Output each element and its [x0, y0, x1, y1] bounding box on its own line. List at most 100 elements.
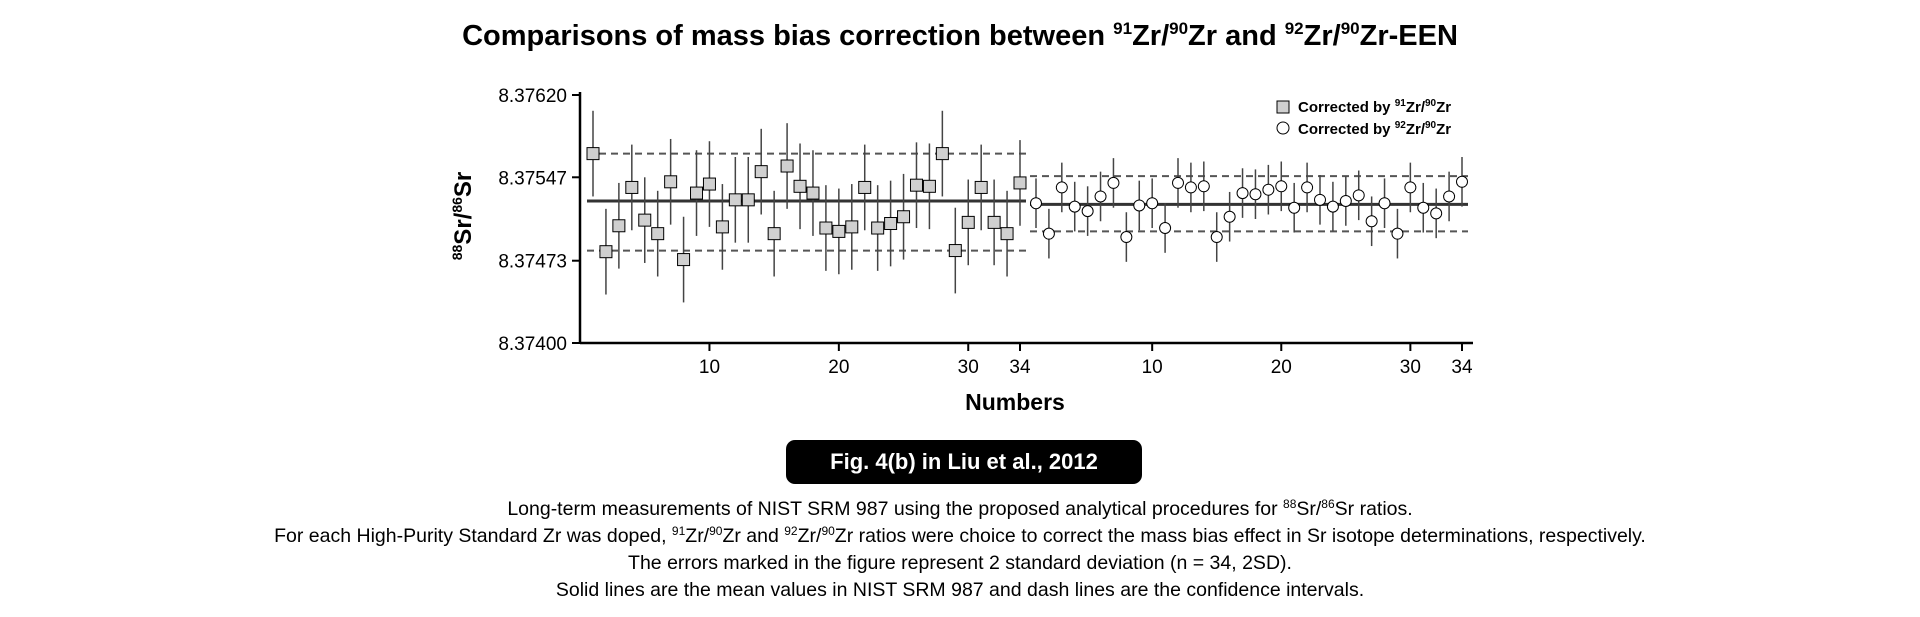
y-tick-label: 8.37400: [498, 334, 567, 355]
chart-canvas: 8.37620 8.37547 8.37473 8.37400 10 20 30 34 10 20…: [449, 86, 1473, 415]
y-tick-label: 8.37620: [498, 86, 567, 107]
data-point-square: [961, 215, 975, 229]
data-point-circle: [1146, 197, 1159, 210]
data-point-circle: [1249, 188, 1262, 201]
data-point-circle: [1172, 176, 1184, 189]
data-point-circle: [1275, 180, 1288, 193]
data-point-square: [948, 244, 962, 258]
data-point-circle: [1107, 176, 1120, 189]
data-point-circle: [1352, 189, 1365, 202]
y-label-part-a: Sr/: [450, 212, 477, 244]
legend-entry-2-sup1: 92: [1395, 120, 1407, 131]
legend-entry-2-sup2: 90: [1425, 120, 1437, 131]
data-point-square: [664, 175, 678, 189]
data-point-square: [871, 221, 885, 235]
data-point-circle: [1236, 187, 1249, 200]
data-point-square: [754, 165, 768, 179]
data-point-circle: [1301, 181, 1314, 194]
data-point-circle: [1133, 199, 1146, 212]
data-point-circle: [1197, 180, 1210, 193]
data-point-square: [741, 193, 755, 207]
data-point-circle: [1365, 215, 1378, 228]
data-point-square: [858, 180, 872, 194]
legend-entry-1-b: Zr: [1436, 99, 1451, 116]
data-point-square: [793, 179, 807, 193]
chart-title: Comparisons of mass bias correction betw…: [462, 19, 1458, 52]
data-point-square: [922, 179, 936, 193]
data-point-square: [638, 213, 652, 227]
data-point-circle: [1120, 231, 1133, 244]
x-tick-label: 10: [699, 357, 720, 378]
figure-caption: Long-term measurements of NIST SRM 987 u…: [0, 496, 1920, 604]
y-label-sup2: 86: [449, 197, 465, 213]
legend-circle-marker: [1276, 121, 1290, 135]
x-tick-label: 34: [1009, 357, 1031, 378]
data-point-square: [677, 253, 691, 267]
data-point-circle: [1378, 197, 1391, 210]
data-point-circle: [1456, 175, 1468, 188]
legend-entry-1-sup2: 90: [1425, 98, 1437, 109]
x-tick-label: 20: [1271, 357, 1292, 378]
data-point-circle: [1055, 181, 1068, 194]
data-point-circle: [1159, 222, 1172, 235]
data-point-square: [728, 193, 742, 207]
y-axis-label: 88Sr/86Sr: [449, 172, 477, 261]
data-point-circle: [1314, 193, 1326, 206]
data-point-square: [612, 219, 626, 233]
y-label-part-b: Sr: [450, 172, 477, 197]
data-point-circle: [1404, 181, 1417, 194]
data-point-square: [845, 220, 859, 234]
x-tick-label: 30: [1400, 357, 1421, 378]
data-point-square: [586, 147, 600, 161]
x-axis-label: Numbers: [965, 389, 1065, 415]
data-point-square: [1013, 176, 1027, 190]
x-tick-label: 34: [1451, 357, 1473, 378]
data-point-circle: [1443, 190, 1456, 203]
data-point-circle: [1030, 197, 1042, 210]
data-point-square: [1000, 227, 1014, 241]
legend-entry-2-a: Zr/: [1406, 121, 1426, 138]
legend: Corrected by 91Zr/90Zr Corrected by 92Zr…: [1276, 98, 1451, 138]
legend-entry-2-pre: Corrected by: [1298, 121, 1395, 138]
data-point-circle: [1417, 201, 1430, 214]
data-point-circle: [1339, 194, 1352, 207]
legend-entry-2-b: Zr: [1436, 121, 1451, 138]
data-point-circle: [1068, 200, 1081, 213]
data-point-square: [702, 177, 716, 191]
data-point-square: [935, 147, 949, 161]
x-tick-label: 20: [828, 357, 849, 378]
data-point-square: [690, 186, 704, 200]
data-point-square: [806, 186, 820, 200]
y-tick-label: 8.37473: [498, 252, 567, 273]
data-point-square: [625, 180, 639, 194]
data-point-circle: [1223, 210, 1236, 223]
caption-line-2: For each High-Purity Standard Zr was dop…: [274, 524, 1646, 547]
data-point-square: [987, 215, 1001, 229]
data-point-circle: [1430, 207, 1443, 220]
data-point-square: [897, 210, 911, 224]
series-layer: [586, 110, 1468, 303]
data-point-square: [767, 227, 781, 241]
data-point-square: [974, 180, 988, 194]
data-point-square: [819, 221, 833, 235]
data-point-circle: [1288, 201, 1301, 214]
y-label-sup1: 88: [449, 244, 465, 260]
legend-square-marker: [1276, 100, 1290, 114]
x-tick-label: 10: [1142, 357, 1163, 378]
data-point-circle: [1094, 190, 1107, 203]
data-point-square: [884, 217, 898, 231]
legend-entry-2: Corrected by 92Zr/90Zr: [1298, 120, 1451, 138]
caption-line-4: Solid lines are the mean values in NIST …: [555, 579, 1365, 601]
axes: 8.37620 8.37547 8.37473 8.37400 10 20 30 34 10 20…: [498, 86, 1473, 378]
data-point-square: [832, 224, 846, 238]
data-point-square: [780, 159, 794, 173]
data-point-circle: [1391, 227, 1404, 240]
data-point-circle: [1210, 231, 1223, 244]
data-point-circle: [1081, 205, 1094, 218]
figure-reference-badge: Fig. 4(b) in Liu et al., 2012: [786, 440, 1142, 484]
legend-entry-1-sup1: 91: [1395, 98, 1407, 109]
data-point-circle: [1184, 181, 1197, 194]
x-tick-label: 30: [958, 357, 979, 378]
data-point-circle: [1042, 227, 1055, 240]
caption-line-3: The errors marked in the figure represen…: [628, 552, 1292, 574]
